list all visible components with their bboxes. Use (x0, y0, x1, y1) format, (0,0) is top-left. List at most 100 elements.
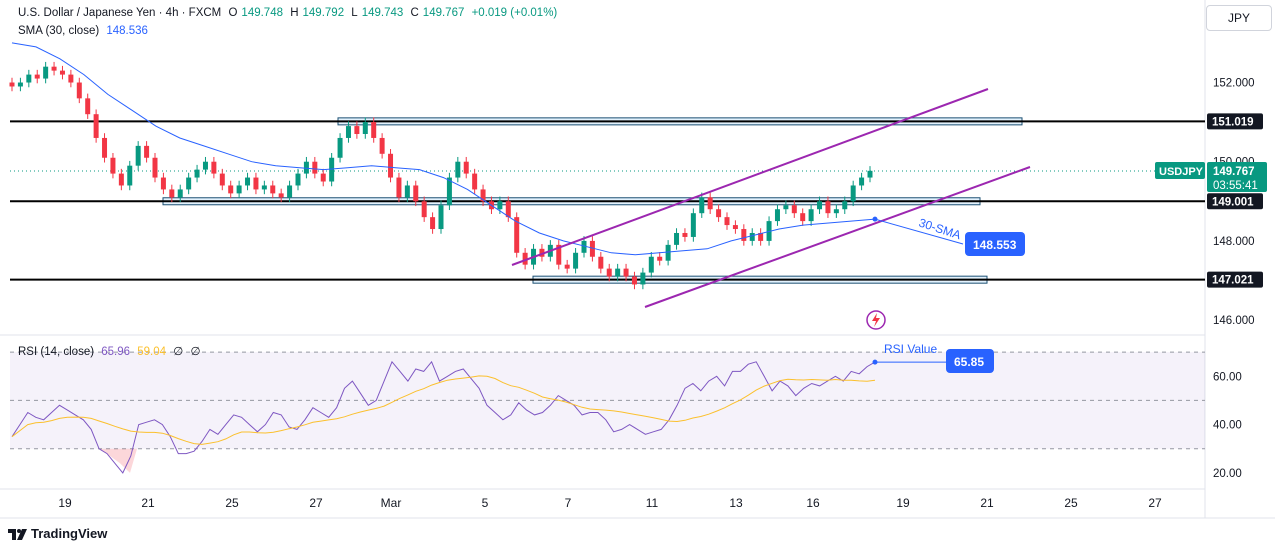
candle-body (9, 82, 15, 87)
open-label: O (228, 7, 238, 19)
level-price-tag (1207, 193, 1263, 210)
time-axis-label: 25 (1064, 496, 1078, 510)
candle-body (118, 173, 124, 186)
candle-body (665, 244, 671, 261)
rsi-line (11, 360, 876, 474)
channel-upper-line (511, 88, 989, 266)
time-axis-label: 5 (482, 496, 489, 510)
candle-body (682, 232, 688, 237)
countdown-value: 03:55:41 (1213, 180, 1258, 192)
sma-callout-line (874, 218, 964, 245)
chart-header: U.S. Dollar / Japanese Yen · 4h · FXCM O… (18, 7, 561, 19)
candle-body (774, 209, 780, 222)
candle-body (749, 232, 755, 241)
symbol-tag-text: USDJPY (1159, 166, 1204, 178)
candle-body (51, 66, 57, 71)
currency-button[interactable]: JPY (1206, 5, 1272, 31)
rsi-legend[interactable]: RSI (14, close) 65.96 59.04 ∅ ∅ (18, 344, 205, 358)
candle-body (379, 137, 385, 154)
candle-body (589, 240, 595, 257)
candle-body (85, 98, 91, 115)
sma-legend[interactable]: SMA (30, close) 148.536 (18, 25, 152, 37)
time-axis-label: 21 (980, 496, 994, 510)
candle-body (573, 252, 579, 269)
rsi-oversold-fill (100, 448, 137, 473)
candle-body (783, 205, 789, 210)
candle-body (127, 165, 133, 186)
candle-body (716, 209, 722, 218)
candle-body (472, 173, 478, 190)
candle-body (842, 201, 848, 210)
time-axis-label: 7 (565, 496, 572, 510)
candle-body (480, 189, 486, 202)
candle-body (522, 252, 528, 265)
low-value: 149.743 (361, 7, 404, 19)
candle-body (26, 74, 32, 83)
candle-body (17, 82, 23, 87)
time-axis-label: 13 (729, 496, 743, 510)
time-axis-label: 21 (141, 496, 155, 510)
candle-body (699, 197, 705, 214)
candle-body (859, 177, 865, 186)
candle-body (623, 268, 629, 277)
candle-body (160, 177, 166, 190)
candle-body (690, 213, 696, 237)
high-label: H (290, 7, 299, 19)
candle-body (606, 268, 612, 277)
candle-body (657, 256, 663, 261)
candle-body (505, 201, 511, 218)
rsi-legend-value: 65.96 (101, 346, 131, 358)
price-axis-label: 151.019 (1212, 116, 1254, 128)
candle-body (43, 66, 49, 79)
rsi-legend-extra1: ∅ (173, 346, 184, 358)
candle-body (455, 161, 461, 178)
candle-body (539, 248, 545, 257)
rsi-legend-extra2: ∅ (190, 346, 201, 358)
candle-body (631, 276, 637, 285)
level-price-tag (1207, 271, 1263, 288)
time-axis-label: 11 (646, 496, 659, 510)
candle-body (724, 217, 730, 226)
sma-line (11, 42, 876, 256)
sma-legend-label: SMA (30, close) (18, 25, 100, 37)
price-axis-label: 152.000 (1213, 78, 1255, 90)
time-axis-label: 16 (806, 496, 820, 510)
rsi-ma-line (11, 375, 876, 445)
candle-body (741, 229, 747, 241)
candle-body (615, 268, 621, 277)
candle-body (674, 232, 680, 245)
candle-body (850, 185, 856, 202)
candle-body (320, 173, 326, 182)
candle-body (732, 225, 738, 230)
symbol-title: U.S. Dollar / Japanese Yen · 4h · FXCM (18, 7, 222, 19)
candle-body (438, 205, 444, 230)
candle-body (388, 153, 394, 178)
candle-body (194, 169, 200, 178)
candle-body (446, 177, 452, 206)
candle-body (337, 137, 343, 158)
candle-body (825, 201, 831, 214)
candle-body (278, 193, 284, 198)
candle-body (354, 126, 360, 134)
flash-icon (866, 310, 886, 330)
candle-body (236, 185, 242, 194)
price-axis-label: 149.001 (1212, 196, 1254, 208)
candle-body (135, 145, 141, 166)
close-value: 149.767 (422, 7, 465, 19)
time-axis-label: 25 (225, 496, 239, 510)
candle-body (270, 185, 276, 194)
flash-icon-bolt (872, 313, 880, 327)
rsi-legend-label: RSI (14, close) (18, 346, 95, 358)
candle-body (707, 197, 713, 210)
rsi-callout-value: 65.85 (954, 355, 984, 369)
candle-body (497, 201, 503, 210)
candle-body (791, 205, 797, 214)
close-label: C (410, 7, 419, 19)
candle-body (303, 161, 309, 174)
candle-body (564, 264, 570, 269)
candle-body (219, 173, 225, 186)
candle-body (329, 157, 335, 182)
brand-name: TradingView (31, 526, 108, 541)
candle-body (228, 185, 234, 194)
